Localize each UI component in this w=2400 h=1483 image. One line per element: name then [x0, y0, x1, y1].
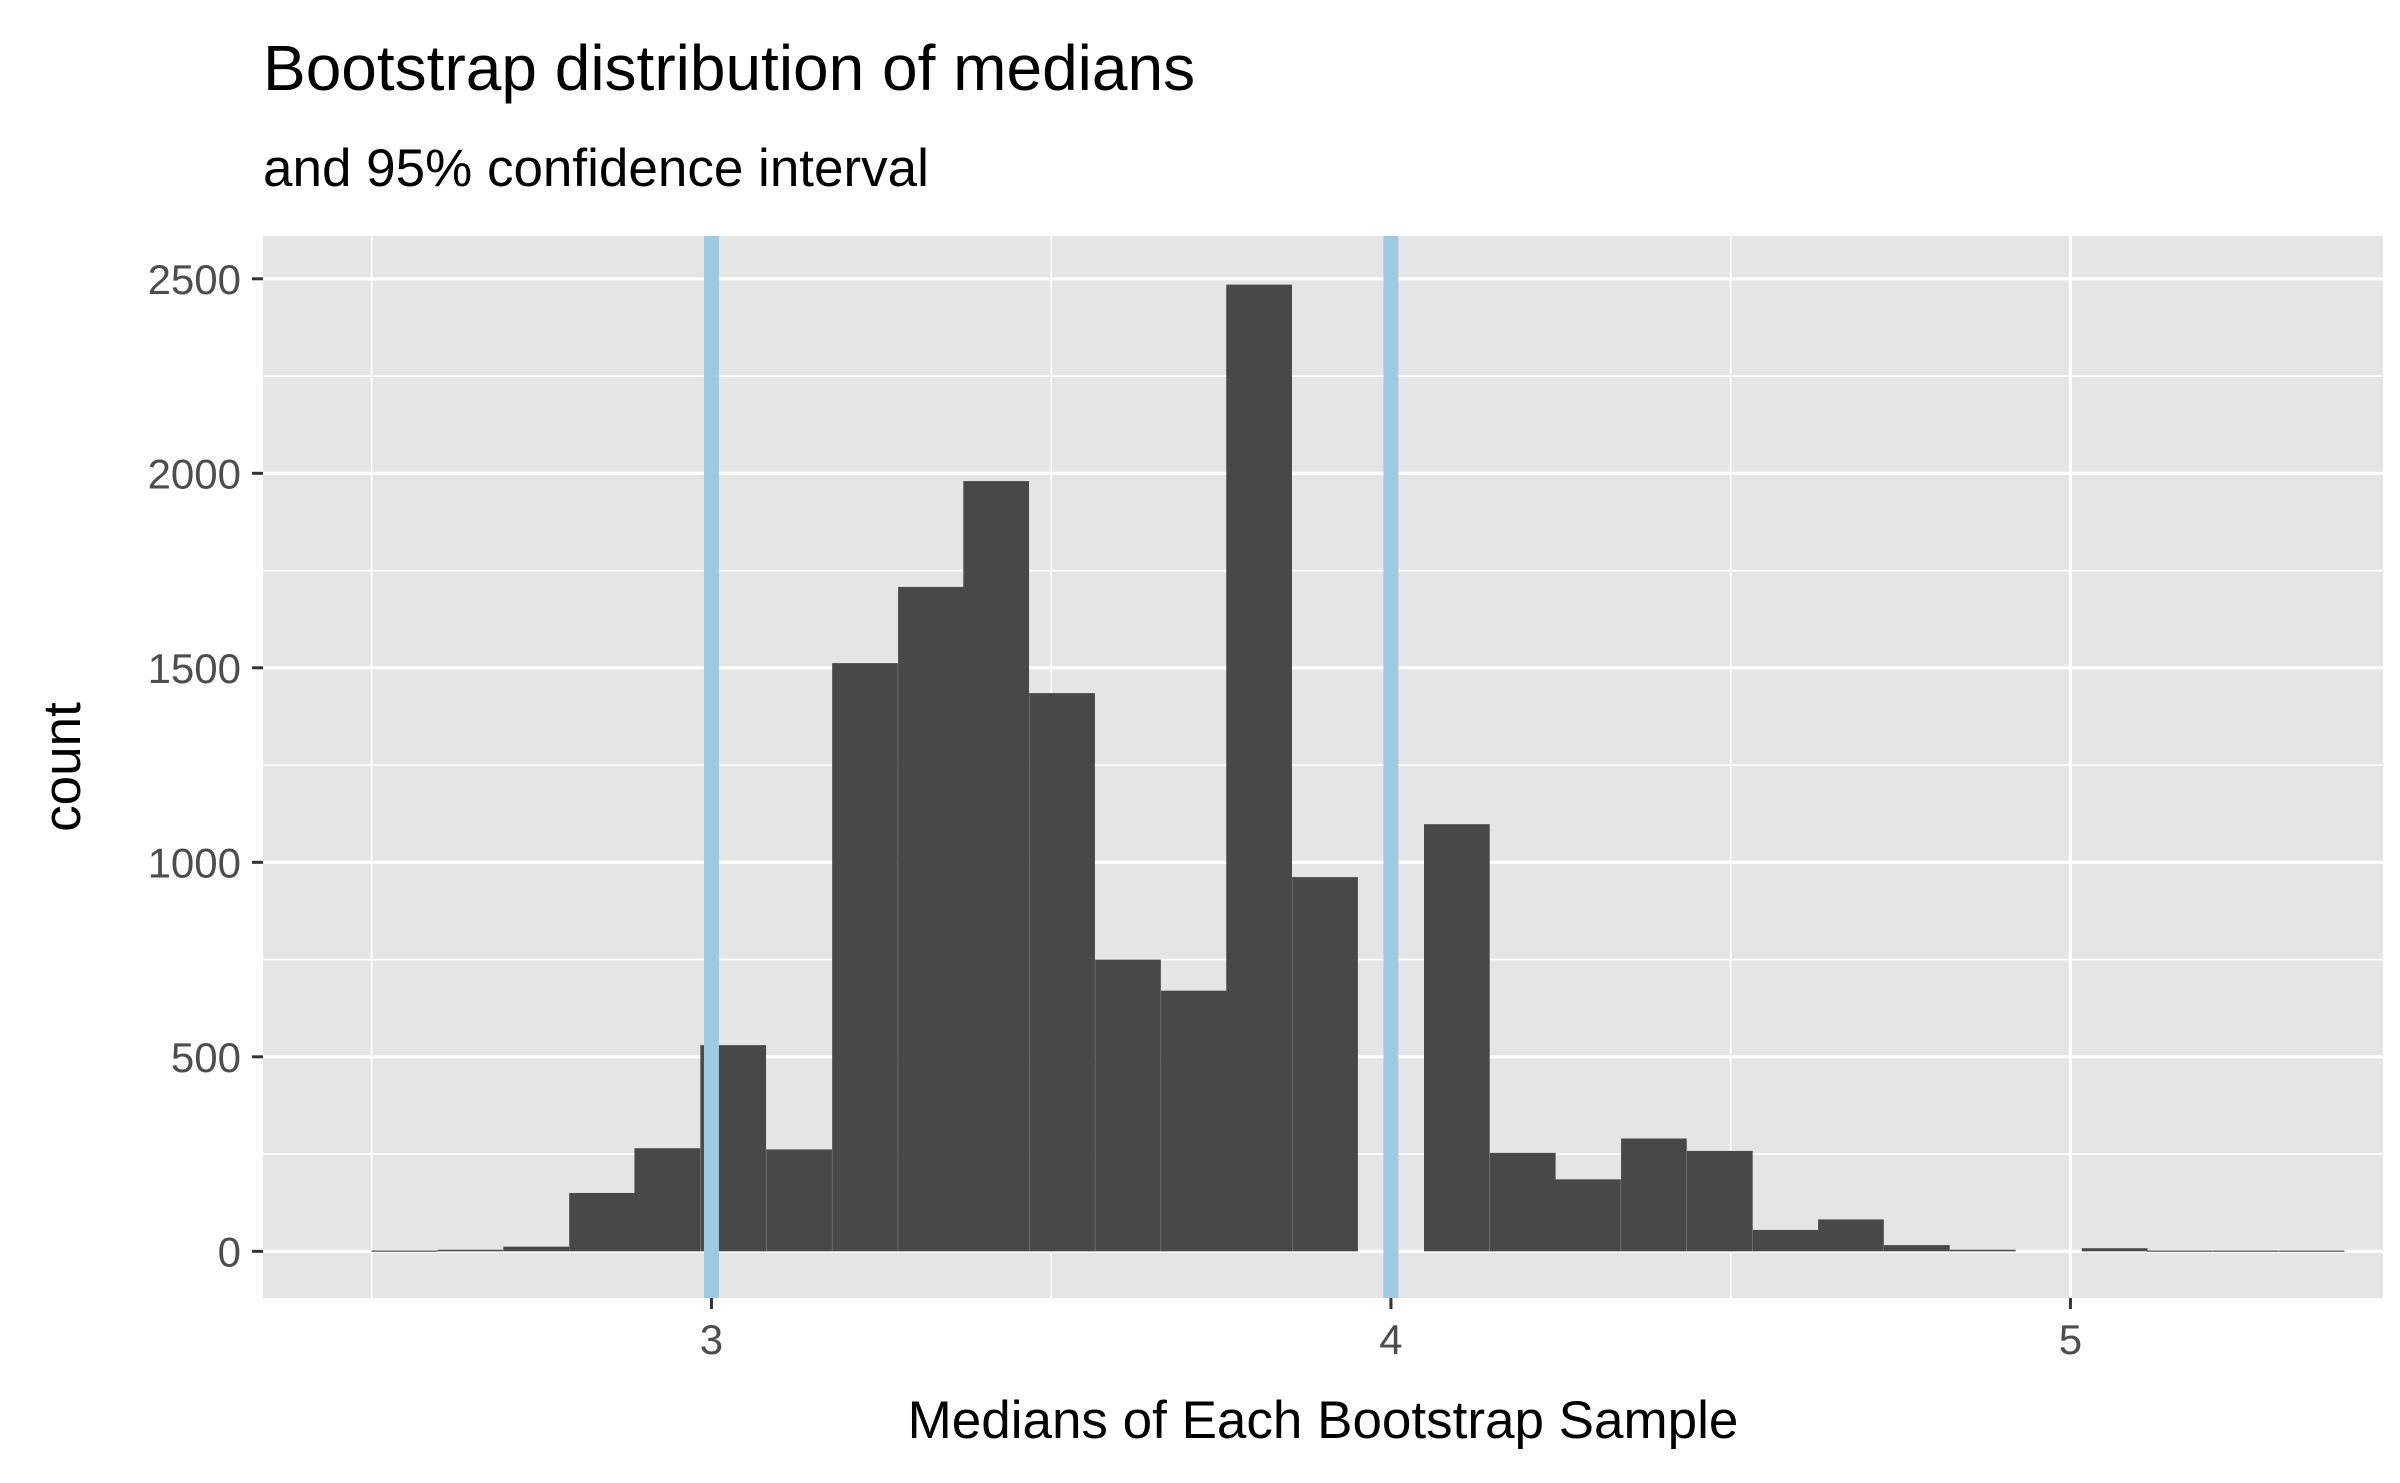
histogram-bar [1424, 824, 1490, 1252]
histogram-bar [1226, 284, 1292, 1252]
y-tick-label: 0 [218, 1228, 241, 1275]
chart-subtitle: and 95% confidence interval [263, 139, 929, 198]
histogram-bar [1621, 1138, 1687, 1252]
histogram-bar [437, 1249, 504, 1252]
histogram-bar [1161, 990, 1227, 1252]
histogram-bar [1752, 1229, 1819, 1252]
histogram-bar [569, 1192, 635, 1252]
confidence-interval-lines [703, 236, 1399, 1298]
x-axis-title: Medians of Each Bootstrap Sample [908, 1391, 1739, 1450]
x-tick-label: 4 [1379, 1316, 1402, 1363]
histogram-bar [1949, 1249, 2016, 1252]
histogram-bar [766, 1149, 832, 1252]
histogram-bar [1029, 693, 1095, 1252]
histogram-bar [898, 586, 964, 1252]
histogram-bar [2146, 1250, 2213, 1252]
histogram-bar [1555, 1179, 1621, 1252]
histogram-bar [1818, 1219, 1884, 1252]
x-tick-label: 5 [2059, 1316, 2082, 1363]
histogram-bar [634, 1148, 701, 1252]
histogram-bar [371, 1250, 438, 1252]
histogram-bar [1884, 1245, 1950, 1252]
y-tick-label: 2500 [148, 256, 241, 303]
histogram-bar [1292, 877, 1358, 1252]
y-tick-label: 500 [171, 1034, 241, 1081]
axis-tick-marks [252, 277, 2072, 1309]
y-axis-title: count [33, 702, 92, 832]
histogram-bar [1489, 1152, 1556, 1252]
histogram-bars [371, 284, 2345, 1252]
histogram-bar [2212, 1250, 2279, 1252]
histogram-bar [1686, 1150, 1753, 1252]
histogram-bar [2278, 1250, 2345, 1252]
histogram-bar [503, 1246, 570, 1252]
x-tick-label: 3 [700, 1316, 723, 1363]
histogram-bar [1095, 959, 1161, 1252]
y-tick-label: 1500 [148, 645, 241, 692]
y-axis-tick-labels: 0 500 1000 1500 2000 2500 [148, 256, 241, 1276]
y-tick-label: 1000 [148, 839, 241, 886]
histogram-bar [2081, 1248, 2148, 1252]
x-axis-tick-labels: 3 4 5 [700, 1316, 2082, 1363]
chart-title: Bootstrap distribution of medians [263, 32, 1195, 104]
histogram-bar [832, 663, 898, 1252]
histogram-bar [963, 481, 1030, 1252]
y-tick-label: 2000 [148, 450, 241, 497]
